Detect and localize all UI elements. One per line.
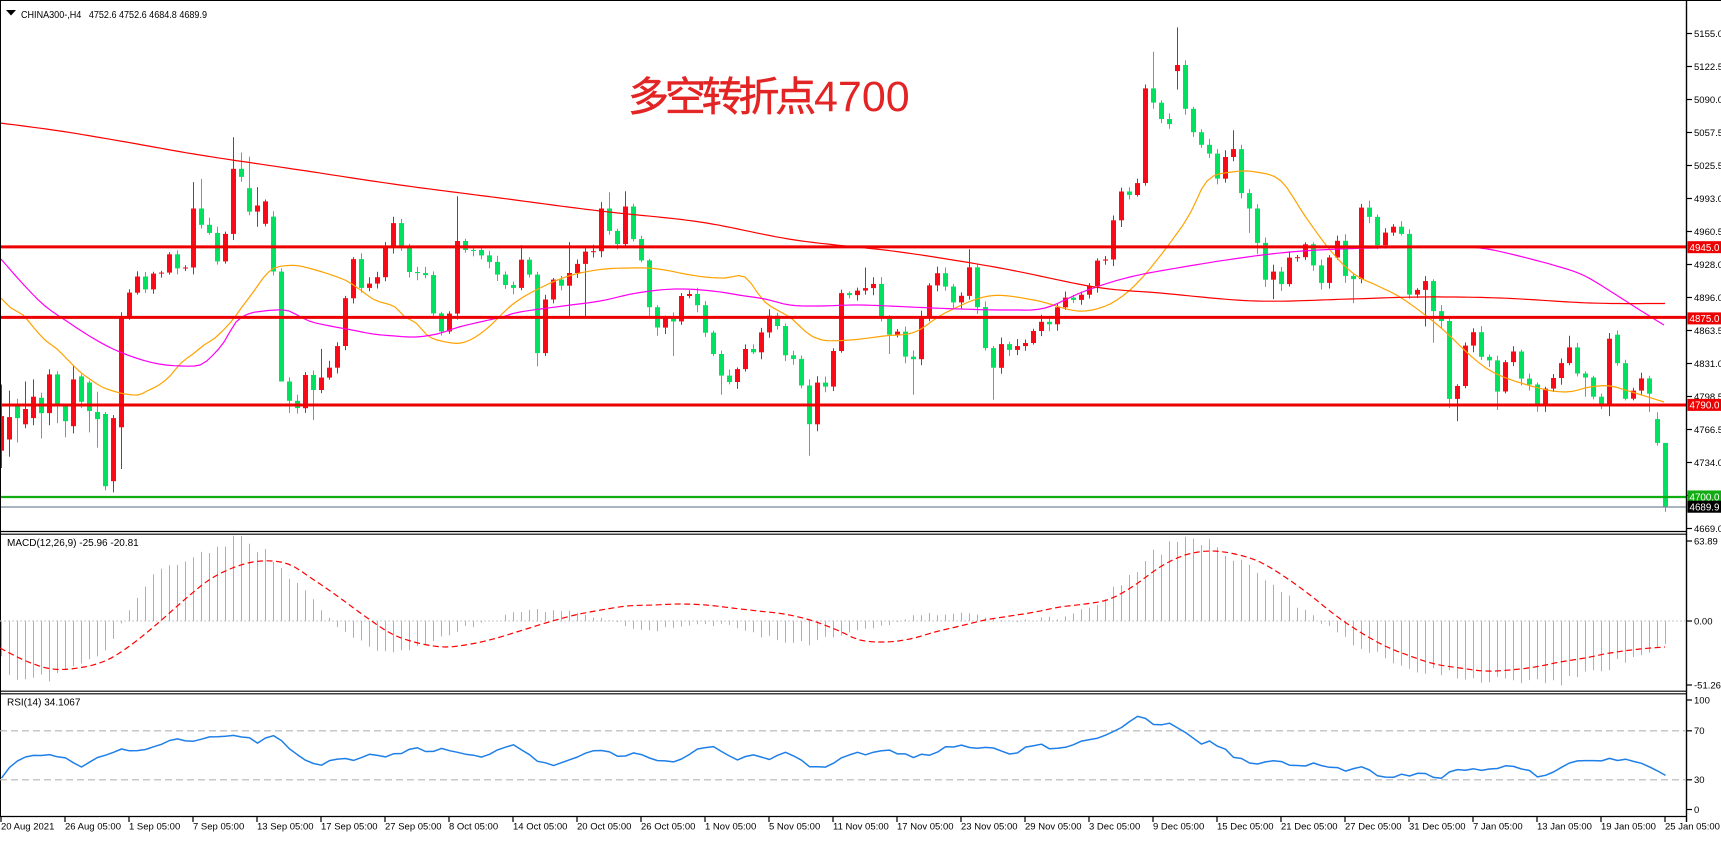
- svg-text:19 Jan 05:00: 19 Jan 05:00: [1601, 822, 1656, 833]
- svg-text:0.00: 0.00: [1694, 617, 1713, 628]
- svg-text:4790.0: 4790.0: [1690, 401, 1721, 412]
- svg-text:17 Sep 05:00: 17 Sep 05:00: [321, 822, 378, 833]
- svg-text:5090.0: 5090.0: [1694, 95, 1721, 106]
- svg-text:9 Dec 05:00: 9 Dec 05:00: [1153, 822, 1204, 833]
- svg-text:5155.0: 5155.0: [1694, 29, 1721, 40]
- svg-text:14 Oct 05:00: 14 Oct 05:00: [513, 822, 567, 833]
- svg-text:100: 100: [1694, 696, 1710, 707]
- svg-text:15 Dec 05:00: 15 Dec 05:00: [1217, 822, 1274, 833]
- svg-text:8 Oct 05:00: 8 Oct 05:00: [449, 822, 498, 833]
- svg-text:CHINA300-,H4 4752.6 4752.6 4: CHINA300-,H4 4752.6 4752.6 4684.8 4689.9: [21, 9, 207, 21]
- svg-text:4689.9: 4689.9: [1690, 503, 1720, 514]
- svg-text:23 Nov 05:00: 23 Nov 05:00: [961, 822, 1018, 833]
- svg-text:4863.5: 4863.5: [1694, 326, 1721, 337]
- svg-text:4831.0: 4831.0: [1694, 359, 1721, 370]
- svg-text:31 Dec 05:00: 31 Dec 05:00: [1409, 822, 1466, 833]
- svg-text:17 Nov 05:00: 17 Nov 05:00: [897, 822, 954, 833]
- svg-text:-51.26: -51.26: [1694, 681, 1721, 692]
- svg-text:21 Dec 05:00: 21 Dec 05:00: [1281, 822, 1338, 833]
- svg-text:5 Nov 05:00: 5 Nov 05:00: [769, 822, 820, 833]
- svg-text:0: 0: [1694, 805, 1699, 816]
- svg-text:13 Jan 05:00: 13 Jan 05:00: [1537, 822, 1592, 833]
- svg-text:1 Nov 05:00: 1 Nov 05:00: [705, 822, 756, 833]
- svg-text:4734.0: 4734.0: [1694, 458, 1721, 469]
- svg-text:1 Sep 05:00: 1 Sep 05:00: [129, 822, 180, 833]
- svg-text:5057.5: 5057.5: [1694, 128, 1721, 139]
- svg-text:30: 30: [1694, 775, 1705, 786]
- svg-text:11 Nov 05:00: 11 Nov 05:00: [833, 822, 889, 833]
- svg-text:70: 70: [1694, 726, 1705, 737]
- svg-text:4993.0: 4993.0: [1694, 194, 1721, 205]
- svg-text:4700: 4700: [814, 73, 910, 121]
- svg-text:4766.5: 4766.5: [1694, 425, 1721, 436]
- svg-text:29 Nov 05:00: 29 Nov 05:00: [1025, 822, 1082, 833]
- svg-text:26 Aug 05:00: 26 Aug 05:00: [65, 822, 121, 833]
- svg-text:20 Aug 2021: 20 Aug 2021: [1, 822, 54, 833]
- svg-text:MACD(12,26,9) -25.96 -20.81: MACD(12,26,9) -25.96 -20.81: [7, 538, 139, 549]
- svg-text:27 Sep 05:00: 27 Sep 05:00: [385, 822, 442, 833]
- svg-text:27 Dec 05:00: 27 Dec 05:00: [1345, 822, 1402, 833]
- svg-text:13 Sep 05:00: 13 Sep 05:00: [257, 822, 314, 833]
- svg-text:4945.0: 4945.0: [1690, 243, 1721, 254]
- svg-text:20 Oct 05:00: 20 Oct 05:00: [577, 822, 631, 833]
- svg-text:7 Jan 05:00: 7 Jan 05:00: [1473, 822, 1523, 833]
- svg-text:RSI(14) 34.1067: RSI(14) 34.1067: [7, 698, 81, 709]
- svg-text:3 Dec 05:00: 3 Dec 05:00: [1089, 822, 1140, 833]
- svg-text:4928.0: 4928.0: [1694, 260, 1721, 271]
- svg-text:4896.0: 4896.0: [1694, 293, 1721, 304]
- svg-text:7 Sep 05:00: 7 Sep 05:00: [193, 822, 244, 833]
- svg-text:26 Oct 05:00: 26 Oct 05:00: [641, 822, 695, 833]
- svg-text:4669.0: 4669.0: [1694, 524, 1721, 535]
- svg-text:25 Jan 05:00: 25 Jan 05:00: [1665, 822, 1720, 833]
- svg-text:5122.5: 5122.5: [1694, 62, 1721, 73]
- svg-text:4875.0: 4875.0: [1690, 314, 1721, 325]
- svg-text:5025.5: 5025.5: [1694, 161, 1721, 172]
- svg-text:4960.5: 4960.5: [1694, 227, 1721, 238]
- svg-text:63.89: 63.89: [1694, 537, 1718, 548]
